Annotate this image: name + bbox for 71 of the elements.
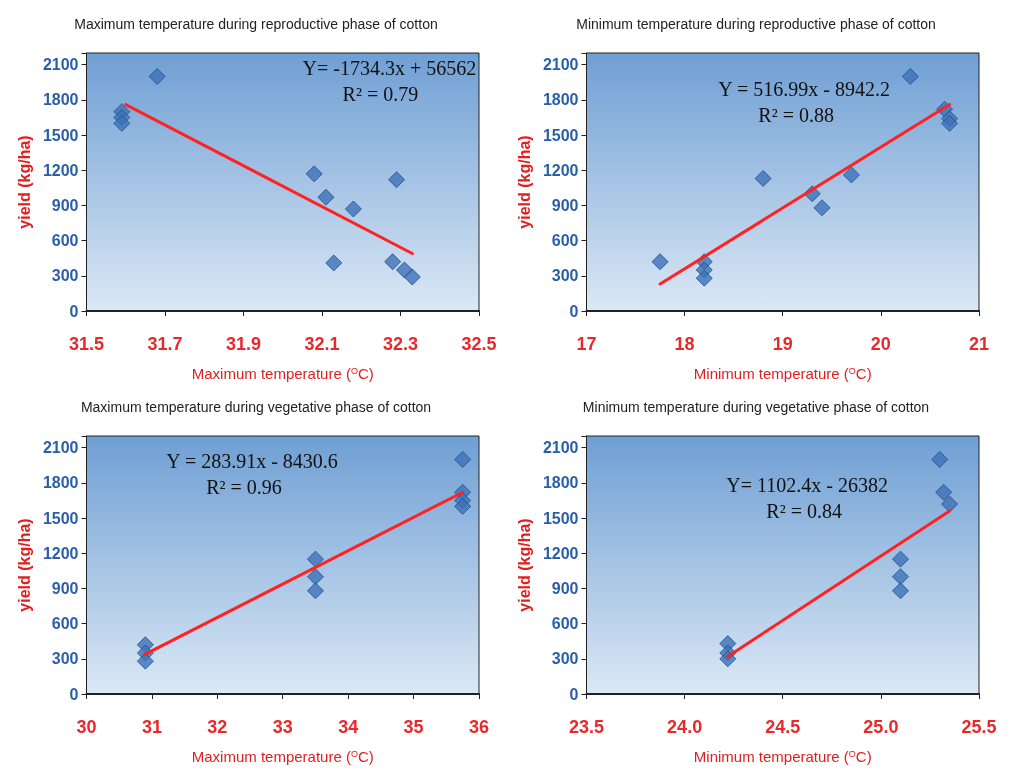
x-tick-label: 25.5: [961, 717, 997, 737]
y-tick-label: 1500: [542, 509, 579, 527]
y-tick-label: 1200: [42, 544, 79, 562]
x-tick-label: 31: [141, 717, 162, 737]
y-tick-label: 900: [51, 196, 79, 214]
x-tick-label: 32.3: [382, 334, 419, 354]
x-tick-label: 19: [772, 334, 793, 354]
y-tick-label: 0: [569, 685, 579, 703]
annotation: R² = 0.96: [206, 476, 282, 499]
x-tick-label: 31.7: [147, 334, 183, 354]
chart-title: Maximum temperature during vegetative phase of cotton: [80, 399, 432, 415]
y-tick-label: 600: [51, 232, 79, 250]
y-tick-label: 2100: [42, 439, 79, 457]
annotation: R² = 0.88: [758, 103, 834, 126]
x-tick-label: 31.5: [68, 334, 105, 354]
y-tick-label: 1500: [42, 509, 79, 527]
x-tick-label: 17: [576, 334, 597, 354]
y-tick-label: 0: [569, 302, 579, 320]
x-tick-label: 32.1: [304, 334, 340, 354]
x-tick-label: 35: [403, 717, 424, 737]
y-tick-label: 600: [551, 232, 579, 250]
x-tick-label: 23.5: [568, 717, 605, 737]
y-tick-label: 300: [551, 650, 579, 668]
x-tick-label: 30: [76, 717, 97, 737]
y-axis-title: yield (kg/ha): [515, 518, 533, 612]
y-tick-label: 300: [51, 267, 79, 285]
x-tick-label: 24.0: [667, 717, 703, 737]
y-tick-label: 1200: [542, 544, 579, 562]
y-tick-label: 1800: [542, 91, 579, 109]
x-tick-label: 25.0: [863, 717, 899, 737]
y-tick-label: 1500: [42, 126, 79, 144]
x-tick-label: 21: [968, 334, 990, 354]
y-tick-label: 300: [51, 650, 79, 668]
annotation: Y= -1734.3x + 56562: [302, 57, 477, 80]
annotation: Y = 516.99x - 8942.2: [718, 77, 890, 100]
x-tick-label: 31.9: [225, 334, 262, 354]
annotation: Y= 1102.4x - 26382: [726, 473, 889, 496]
y-tick-label: 1800: [542, 474, 579, 492]
chart-title: Maximum temperature during reproductive phase of cotton: [74, 16, 438, 32]
x-tick-label: 24.5: [765, 717, 801, 737]
chart-title: Minimum temperature during reproductive phase of cotton: [576, 16, 936, 32]
y-tick-label: 900: [551, 579, 579, 597]
y-tick-label: 2100: [542, 56, 579, 74]
y-tick-label: 0: [69, 302, 79, 320]
annotation: R² = 0.84: [766, 499, 842, 522]
y-tick-label: 900: [551, 196, 579, 214]
y-axis-title: yield (kg/ha): [515, 135, 533, 229]
y-tick-label: 600: [51, 615, 79, 633]
y-axis-title: yield (kg/ha): [15, 518, 33, 612]
y-tick-label: 300: [551, 267, 579, 285]
annotation: Y = 283.91x - 8430.6: [166, 450, 338, 473]
x-tick-label: 32.5: [461, 334, 497, 354]
x-tick-label: 33: [272, 717, 293, 737]
y-tick-label: 0: [69, 685, 79, 703]
y-tick-label: 2100: [542, 439, 579, 457]
y-tick-label: 1500: [542, 126, 579, 144]
y-tick-label: 900: [51, 579, 79, 597]
annotation: R² = 0.79: [342, 83, 419, 106]
y-tick-label: 2100: [42, 56, 79, 74]
y-tick-label: 1800: [42, 474, 79, 492]
y-axis-title: yield (kg/ha): [15, 135, 33, 229]
x-tick-label: 20: [870, 334, 891, 354]
y-tick-label: 1200: [542, 161, 579, 179]
x-tick-label: 34: [338, 717, 359, 737]
y-tick-label: 1200: [42, 161, 79, 179]
chart-title: Minimum temperature during vegetative phase of cotton: [582, 399, 930, 415]
y-tick-label: 1800: [42, 91, 79, 109]
y-tick-label: 600: [551, 615, 579, 633]
x-tick-label: 32: [207, 717, 228, 737]
x-tick-label: 18: [674, 334, 695, 354]
x-tick-label: 36: [468, 717, 490, 737]
